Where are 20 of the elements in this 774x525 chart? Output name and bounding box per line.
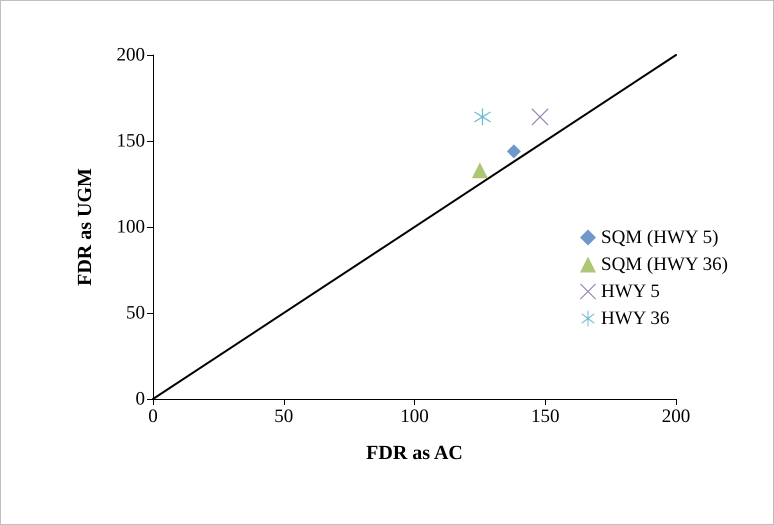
y-tick-label: 150	[116, 130, 145, 152]
y-tick-label: 200	[116, 44, 145, 66]
y-tick-label: 50	[126, 302, 145, 324]
x-tick-label: 100	[400, 406, 429, 427]
point	[474, 108, 491, 126]
x-tick-label: 0	[148, 406, 158, 427]
y-tick-label: 0	[136, 388, 145, 410]
x-axis-title: FDR as AC	[366, 442, 463, 464]
y-axis-title: FDR as UGM	[74, 168, 96, 286]
point	[532, 108, 549, 126]
point	[472, 162, 488, 178]
x-tick-label: 150	[531, 406, 560, 427]
legend-label: SQM (HWY 36)	[601, 254, 728, 275]
x-tick-label: 50	[274, 406, 294, 427]
y-tick-label: 100	[116, 216, 145, 238]
legend-label: SQM (HWY 5)	[601, 227, 719, 248]
legend-label: HWY 36	[601, 308, 670, 329]
x-tick-label: 200	[662, 406, 690, 427]
legend-label: HWY 5	[601, 281, 660, 302]
point	[506, 144, 521, 158]
